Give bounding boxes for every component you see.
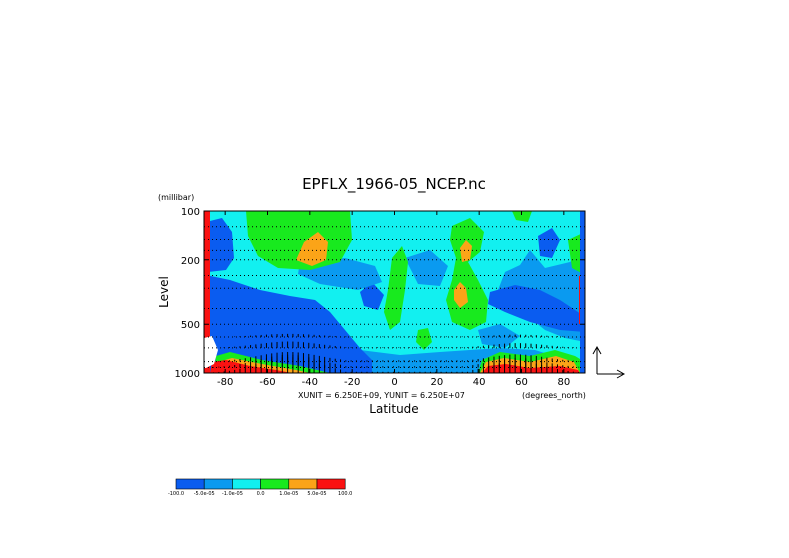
- x-tick-label: -20: [344, 377, 360, 388]
- colorbar-label: 1.0e-05: [279, 491, 298, 497]
- contour-region-mid-pos-left: [296, 232, 328, 266]
- colorbar-swatch: [288, 478, 318, 490]
- reference-vector-y-head: [592, 345, 602, 355]
- x-tick-label: -40: [302, 377, 318, 388]
- contour-region-strong-neg-upper-left: [206, 218, 234, 272]
- contour-region-strong-neg-upper-right: [538, 228, 560, 258]
- colorbar-swatch: [316, 478, 346, 490]
- x-tick-label: -60: [259, 377, 275, 388]
- colorbar-swatch: [175, 478, 205, 490]
- y-tick-label: 500: [181, 320, 200, 331]
- colorbar-label: 5.0e-05: [307, 491, 326, 497]
- right-edge-strip: [580, 211, 585, 373]
- x-tick-label: 60: [515, 377, 528, 388]
- colorbar-label: -1.0e-05: [222, 491, 243, 497]
- contour-region-strong-pos-left-edge: [204, 211, 210, 373]
- y-tick-label: 1000: [175, 369, 200, 380]
- contour-region-weak-pos-center-small: [416, 328, 432, 350]
- x-tick-label: 40: [473, 377, 486, 388]
- colorbar-swatch: [260, 478, 290, 490]
- colorbar-label: -100.0: [168, 491, 184, 497]
- x-tick-label: 20: [430, 377, 443, 388]
- x-axis-ticks: -80 -60 -40 -20 0 20 40 60 80: [217, 211, 570, 388]
- vector-scale-label: XUNIT = 6.250E+09, YUNIT = 6.250E+07: [298, 391, 465, 400]
- x-tick-label: 80: [557, 377, 570, 388]
- x-tick-label: -80: [217, 377, 233, 388]
- reference-vector-x-head: [616, 369, 626, 379]
- x-tick-label: 0: [391, 377, 397, 388]
- x-axis-label: Latitude: [369, 402, 418, 416]
- contour-region-weak-neg-mid2: [405, 250, 448, 286]
- contour-field: [204, 211, 585, 373]
- chart-title: EPFLX_1966-05_NCEP.nc: [302, 175, 486, 194]
- y-tick-label: 100: [181, 207, 200, 218]
- ep-flux-vectors: [213, 333, 580, 373]
- colorbar-label: 100.0: [338, 491, 352, 497]
- colorbar-labels: -100.0 -5.0e-05 -1.0e-05 0.0 1.0e-05 5.0e-05 1…: [168, 491, 352, 497]
- colorbar-swatch: [232, 478, 261, 490]
- y-axis-ticks: 100 200 500 1000: [175, 207, 585, 380]
- colorbar: [175, 478, 346, 490]
- y-tick-label: 200: [181, 256, 200, 267]
- contour-region-strong-neg-mid: [360, 282, 384, 310]
- colorbar-label: 0.0: [257, 491, 265, 497]
- colorbar-label: -5.0e-05: [194, 491, 215, 497]
- contour-region-weak-pos-right-top: [512, 211, 532, 222]
- reference-vector: [592, 345, 626, 379]
- contour-region-mid-pos-right-a: [460, 240, 472, 262]
- colorbar-swatch: [203, 478, 233, 490]
- y-axis-label: Level: [157, 276, 171, 308]
- y-axis-unit: (millibar): [158, 193, 194, 202]
- no-data-region: [204, 336, 218, 368]
- x-axis-unit: (degrees_north): [522, 391, 586, 400]
